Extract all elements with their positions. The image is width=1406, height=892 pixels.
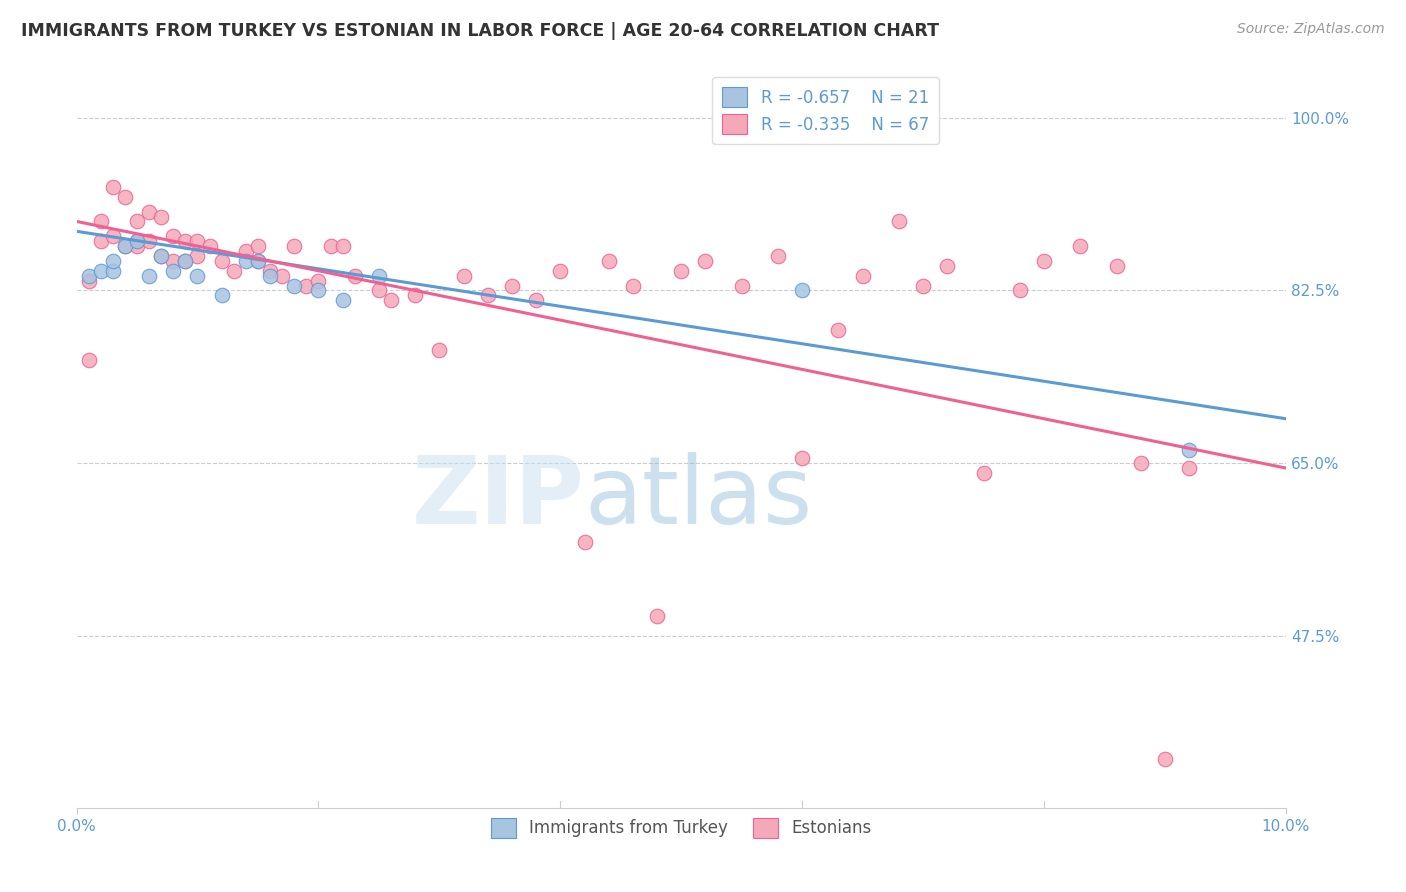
- Point: [222, 264, 245, 278]
- Point: [912, 278, 935, 293]
- Point: [162, 229, 184, 244]
- Point: [307, 274, 329, 288]
- Point: [174, 253, 197, 268]
- Point: [332, 293, 354, 308]
- Point: [1178, 443, 1201, 458]
- Point: [125, 214, 148, 228]
- Point: [101, 264, 124, 278]
- Point: [477, 288, 499, 302]
- Point: [332, 239, 354, 253]
- Point: [429, 343, 451, 357]
- Point: [246, 253, 269, 268]
- Point: [138, 234, 160, 248]
- Point: [936, 259, 959, 273]
- Point: [198, 239, 221, 253]
- Text: ZIP: ZIP: [412, 451, 585, 544]
- Point: [319, 239, 342, 253]
- Point: [621, 278, 644, 293]
- Point: [827, 323, 849, 337]
- Point: [174, 253, 197, 268]
- Point: [367, 268, 389, 283]
- Text: IMMIGRANTS FROM TURKEY VS ESTONIAN IN LABOR FORCE | AGE 20-64 CORRELATION CHART: IMMIGRANTS FROM TURKEY VS ESTONIAN IN LA…: [21, 22, 939, 40]
- Point: [114, 239, 136, 253]
- Point: [246, 239, 269, 253]
- Point: [1033, 253, 1056, 268]
- Point: [574, 535, 596, 549]
- Point: [792, 284, 814, 298]
- Point: [101, 229, 124, 244]
- Point: [1129, 456, 1152, 470]
- Point: [125, 234, 148, 248]
- Point: [1069, 239, 1091, 253]
- Point: [186, 268, 208, 283]
- Point: [125, 239, 148, 253]
- Point: [550, 264, 572, 278]
- Point: [125, 234, 148, 248]
- Point: [162, 264, 184, 278]
- Point: [162, 253, 184, 268]
- Point: [671, 264, 693, 278]
- Point: [1105, 259, 1128, 273]
- Text: atlas: atlas: [585, 451, 813, 544]
- Point: [283, 239, 305, 253]
- Point: [90, 214, 112, 228]
- Point: [259, 268, 281, 283]
- Point: [186, 249, 208, 263]
- Point: [695, 253, 717, 268]
- Point: [731, 278, 754, 293]
- Point: [343, 268, 366, 283]
- Point: [598, 253, 620, 268]
- Point: [380, 293, 402, 308]
- Point: [235, 253, 257, 268]
- Point: [150, 249, 173, 263]
- Point: [524, 293, 547, 308]
- Point: [174, 234, 197, 248]
- Point: [792, 451, 814, 466]
- Point: [973, 466, 995, 480]
- Point: [150, 249, 173, 263]
- Point: [271, 268, 294, 283]
- Point: [114, 239, 136, 253]
- Point: [150, 210, 173, 224]
- Point: [283, 278, 305, 293]
- Point: [77, 268, 100, 283]
- Point: [852, 268, 875, 283]
- Point: [766, 249, 789, 263]
- Point: [138, 204, 160, 219]
- Point: [1178, 461, 1201, 475]
- Point: [1008, 284, 1031, 298]
- Point: [138, 268, 160, 283]
- Point: [114, 190, 136, 204]
- Point: [211, 253, 233, 268]
- Point: [90, 264, 112, 278]
- Point: [367, 284, 389, 298]
- Point: [259, 264, 281, 278]
- Point: [77, 274, 100, 288]
- Point: [453, 268, 475, 283]
- Point: [645, 609, 668, 624]
- Point: [101, 180, 124, 194]
- Point: [211, 288, 233, 302]
- Point: [101, 253, 124, 268]
- Point: [186, 234, 208, 248]
- Point: [307, 284, 329, 298]
- Point: [887, 214, 910, 228]
- Point: [77, 352, 100, 367]
- Point: [235, 244, 257, 258]
- Point: [404, 288, 426, 302]
- Point: [501, 278, 523, 293]
- Text: Source: ZipAtlas.com: Source: ZipAtlas.com: [1237, 22, 1385, 37]
- Legend: Immigrants from Turkey, Estonians: Immigrants from Turkey, Estonians: [484, 811, 879, 845]
- Point: [1154, 752, 1177, 766]
- Point: [246, 253, 269, 268]
- Point: [90, 234, 112, 248]
- Point: [295, 278, 318, 293]
